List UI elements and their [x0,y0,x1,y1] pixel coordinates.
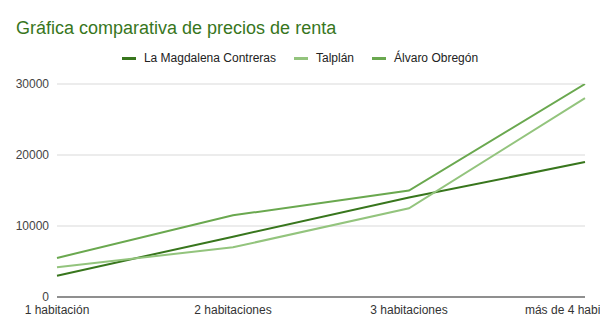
html-text:Talplán: Talplán [316,51,354,65]
html-text:Gráfica comparativa de precios: Gráfica comparativa de precios de renta [16,18,337,38]
svg-text:10000: 10000 [16,219,50,233]
svg-text:20000: 20000 [16,148,50,162]
svg-text:1 habitación: 1 habitación [25,303,90,317]
svg-text:3 habitaciones: 3 habitaciones [370,303,447,317]
svg-text:30000: 30000 [16,77,50,91]
svg-text:0: 0 [42,290,49,304]
svg-text:más de 4 habitaciones: más de 4 habitaciones [525,303,592,317]
html-text:Álvaro Obregón: Álvaro Obregón [394,51,479,65]
svg-text:2 habitaciones: 2 habitaciones [194,303,271,317]
html-text:La Magdalena Contreras: La Magdalena Contreras [143,51,276,65]
